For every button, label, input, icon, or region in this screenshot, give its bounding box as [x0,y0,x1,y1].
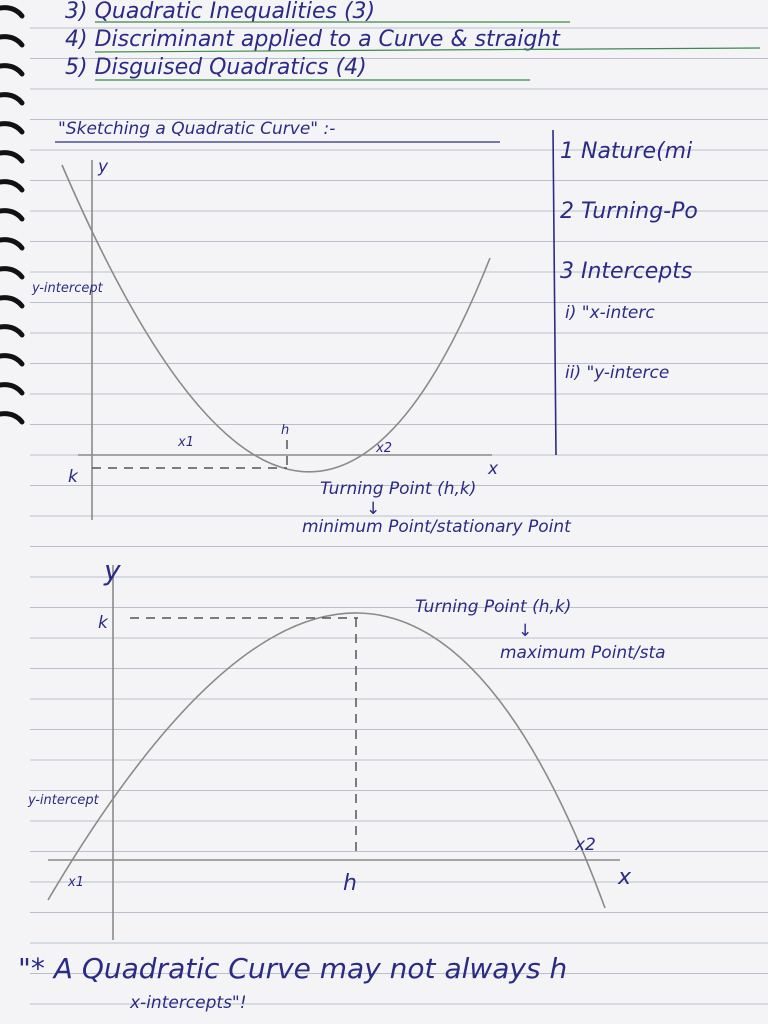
note: x-intercepts"! [129,993,247,1013]
note: "* A Quadratic Curve may not always h [18,952,567,985]
underline [94,47,761,53]
axis-label: x [487,459,499,479]
spiral-ring [0,266,25,280]
checklist-item: 3 Intercepts [560,259,692,284]
checklist-item: 1 Nature(mi [560,139,692,164]
axis-label: y [103,554,121,587]
topic: 5) Disguised Quadratics (4) [65,55,367,80]
label: y-intercept [27,793,100,808]
spiral-ring [0,324,25,338]
label: x2 [574,835,596,855]
axis-label: y [97,157,109,177]
label: Turning Point (h,k) [320,479,476,499]
section-title: "Sketching a Quadratic Curve" :- [58,119,335,139]
spiral-ring [0,121,25,135]
divider [552,129,557,456]
spiral-ring [0,382,25,396]
spiral-ring [0,237,25,251]
label: x1 [67,875,84,890]
topic: 4) Discriminant applied to a Curve & str… [65,27,561,52]
label: y-intercept [31,281,104,296]
label: h [343,871,357,896]
label: minimum Point/stationary Point [302,517,572,537]
checklist-item: i) "x-interc [565,303,655,323]
label: h [281,423,289,438]
label: x1 [177,435,194,450]
label: Turning Point (h,k) [415,597,571,617]
spiral-ring [0,34,25,48]
label: x2 [375,441,392,456]
label: maximum Point/sta [500,643,666,663]
spiral-ring [0,179,25,193]
label: k [68,467,79,487]
label: k [98,613,109,633]
arrow: ↓ [366,499,380,519]
spiral-ring [0,295,25,309]
topic: 3) Quadratic Inequalities (3) [65,0,375,24]
parabola [47,612,606,909]
spiral-ring [0,208,25,222]
spiral-ring [0,5,25,19]
parabola [61,164,491,473]
spiral-ring [0,150,25,164]
ruled-lines [30,27,768,1005]
checklist-item: 2 Turning-Po [560,199,698,224]
spiral-ring [0,92,25,106]
spiral-ring [0,353,25,367]
spiral-binding [0,5,25,425]
arrow: ↓ [518,621,532,641]
axis-label: x [617,865,632,890]
checklist-item: ii) "y-interce [565,363,669,383]
spiral-ring [0,63,25,77]
spiral-ring [0,411,25,425]
